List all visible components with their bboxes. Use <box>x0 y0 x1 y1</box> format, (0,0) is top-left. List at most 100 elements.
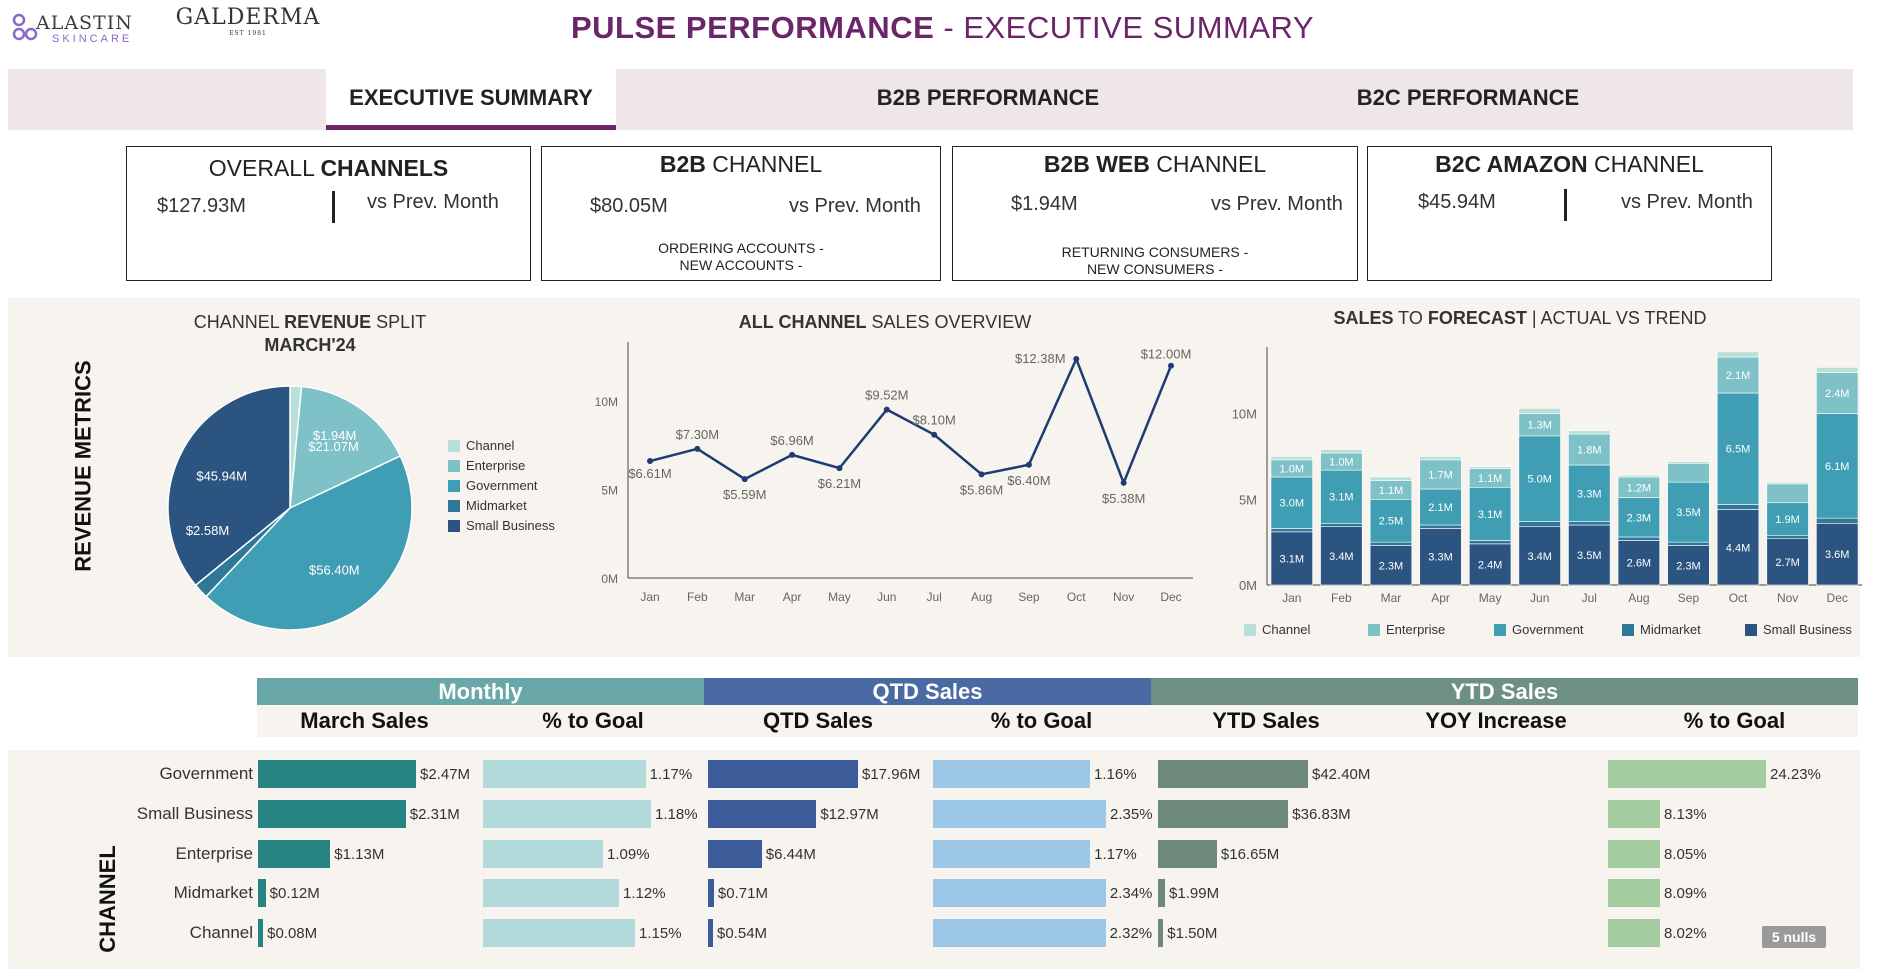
line-point[interactable] <box>978 471 985 478</box>
qtd-goal-bar[interactable] <box>933 840 1091 868</box>
line-point[interactable] <box>1025 461 1032 468</box>
pie-legend-item-government[interactable]: Government <box>448 478 538 493</box>
stack-bar-small-business[interactable] <box>1816 522 1859 586</box>
stack-bar-enterprise[interactable] <box>1568 433 1611 466</box>
monthly-goal-bar[interactable] <box>483 840 603 868</box>
ytd-sales-bar[interactable] <box>1158 879 1166 907</box>
monthly-goal-bar[interactable] <box>483 879 619 907</box>
line-point[interactable] <box>789 451 796 458</box>
ytd-sales-bar[interactable] <box>1158 840 1217 868</box>
line-point[interactable] <box>694 445 701 452</box>
line-point[interactable] <box>741 476 748 483</box>
stack-bar-government[interactable] <box>1667 481 1710 543</box>
stack-bar-midmarket[interactable] <box>1568 521 1611 526</box>
stack-bar-channel[interactable] <box>1369 476 1413 481</box>
march-sales-bar[interactable] <box>258 840 331 868</box>
ytd-sales-bar[interactable] <box>1158 800 1289 828</box>
stack-bar-channel[interactable] <box>1270 456 1313 461</box>
stack-bar-small-business[interactable] <box>1469 543 1512 586</box>
stack-bar-small-business[interactable] <box>1320 526 1363 586</box>
stack-bar-channel[interactable] <box>1320 449 1363 454</box>
stack-bar-midmarket[interactable] <box>1617 536 1660 541</box>
stack-bar-small-business[interactable] <box>1568 524 1611 586</box>
qtd-goal-bar[interactable] <box>933 760 1090 788</box>
line-point[interactable] <box>1120 479 1127 486</box>
march-sales-bar[interactable] <box>258 919 264 947</box>
stack-legend-item-enterprise[interactable]: Enterprise <box>1368 622 1445 637</box>
pie-legend-item-midmarket[interactable]: Midmarket <box>448 498 527 513</box>
stack-bar-government[interactable] <box>1270 476 1313 529</box>
stack-bar-government[interactable] <box>1766 502 1809 536</box>
stack-bar-enterprise[interactable] <box>1419 459 1462 490</box>
stack-bar-channel[interactable] <box>1568 430 1611 435</box>
stack-bar-government[interactable] <box>1469 486 1512 541</box>
march-sales-bar[interactable] <box>258 760 416 788</box>
pie-legend-item-channel[interactable]: Channel <box>448 438 514 453</box>
pie-legend-item-small-business[interactable]: Small Business <box>448 518 555 533</box>
stack-bar-government[interactable] <box>1568 464 1611 522</box>
stack-bar-small-business[interactable] <box>1518 526 1561 586</box>
tab-b2c-performance[interactable]: B2C PERFORMANCE <box>1356 85 1580 110</box>
stack-bar-midmarket[interactable] <box>1716 504 1760 510</box>
stack-bar-channel[interactable] <box>1816 366 1859 373</box>
stack-bar-enterprise[interactable] <box>1816 372 1859 414</box>
monthly-goal-bar[interactable] <box>483 919 635 947</box>
nulls-badge[interactable]: 5 nulls <box>1762 926 1826 948</box>
line-point[interactable] <box>1073 355 1080 362</box>
stack-bar-midmarket[interactable] <box>1518 521 1561 528</box>
stack-bar-channel[interactable] <box>1469 466 1512 469</box>
stack-bar-government[interactable] <box>1816 413 1859 519</box>
tab-executive-summary[interactable]: EXECUTIVE SUMMARY <box>326 69 616 130</box>
stack-bar-channel[interactable] <box>1518 408 1561 414</box>
ytd-goal-bar[interactable] <box>1608 879 1660 907</box>
stack-bar-government[interactable] <box>1369 498 1413 543</box>
stack-bar-small-business[interactable] <box>1766 538 1809 586</box>
pie-slice-enterprise[interactable] <box>289 385 402 510</box>
stack-bar-channel[interactable] <box>1419 456 1462 461</box>
stack-bar-midmarket[interactable] <box>1469 540 1512 545</box>
ytd-goal-bar[interactable] <box>1608 760 1766 788</box>
qtd-sales-bar[interactable] <box>708 760 858 788</box>
ytd-goal-bar[interactable] <box>1608 800 1660 828</box>
march-sales-bar[interactable] <box>258 879 266 907</box>
stack-bar-channel[interactable] <box>1617 474 1660 478</box>
stack-bar-midmarket[interactable] <box>1766 534 1809 540</box>
stack-bar-government[interactable] <box>1617 497 1660 538</box>
stack-bar-midmarket[interactable] <box>1320 522 1363 528</box>
stack-bar-channel[interactable] <box>1766 481 1809 485</box>
ytd-goal-bar[interactable] <box>1608 919 1660 947</box>
line-point[interactable] <box>1168 362 1174 369</box>
stack-legend-item-government[interactable]: Government <box>1494 622 1584 637</box>
stack-bar-government[interactable] <box>1518 435 1561 522</box>
qtd-sales-bar[interactable] <box>708 800 817 828</box>
stack-bar-small-business[interactable] <box>1270 531 1313 586</box>
line-point[interactable] <box>883 406 890 413</box>
stack-legend-item-midmarket[interactable]: Midmarket <box>1622 622 1701 637</box>
stack-legend-item-small-business[interactable]: Small Business <box>1745 622 1852 637</box>
monthly-goal-bar[interactable] <box>483 800 651 828</box>
ytd-sales-bar[interactable] <box>1158 919 1164 947</box>
stack-bar-enterprise[interactable] <box>1667 462 1710 483</box>
qtd-goal-bar[interactable] <box>933 919 1106 947</box>
stack-bar-channel[interactable] <box>1716 351 1760 358</box>
stack-legend-item-channel[interactable]: Channel <box>1244 622 1310 637</box>
stack-bar-midmarket[interactable] <box>1816 517 1859 524</box>
stack-bar-midmarket[interactable] <box>1419 524 1462 529</box>
qtd-sales-bar[interactable] <box>708 879 714 907</box>
stack-bar-small-business[interactable] <box>1716 509 1760 586</box>
stack-bar-midmarket[interactable] <box>1369 541 1413 546</box>
qtd-goal-bar[interactable] <box>933 879 1106 907</box>
qtd-sales-bar[interactable] <box>708 840 762 868</box>
line-point[interactable] <box>836 465 843 472</box>
march-sales-bar[interactable] <box>258 800 406 828</box>
pie-slice-government[interactable] <box>205 454 413 631</box>
pie-slice-small-business[interactable] <box>167 385 291 587</box>
line-point[interactable] <box>931 431 938 438</box>
pie-legend-item-enterprise[interactable]: Enterprise <box>448 458 525 473</box>
stack-bar-enterprise[interactable] <box>1716 356 1760 394</box>
stack-bar-midmarket[interactable] <box>1270 528 1313 533</box>
qtd-goal-bar[interactable] <box>933 800 1106 828</box>
line-point[interactable] <box>647 458 653 465</box>
qtd-sales-bar[interactable] <box>708 919 713 947</box>
stack-bar-channel[interactable] <box>1667 461 1710 464</box>
